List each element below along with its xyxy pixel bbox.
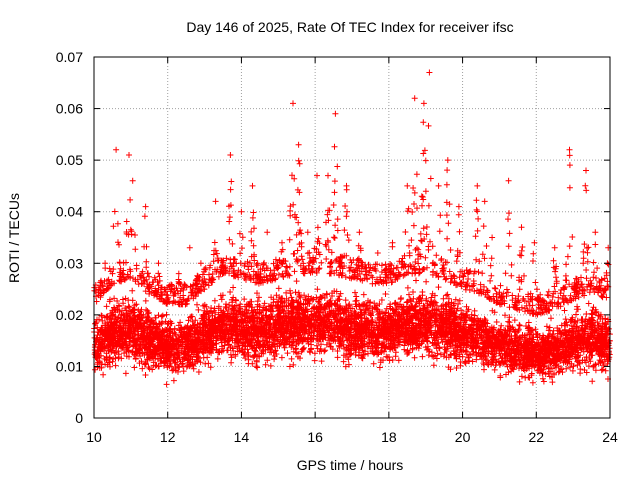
x-tick-label: 18 [381,429,397,445]
x-tick-label: 14 [234,429,250,445]
y-axis-label: ROTI / TECUs [6,193,22,283]
data-point-markers [91,69,613,388]
data-series-roti [91,69,613,388]
x-tick-label: 16 [307,429,323,445]
x-tick-label: 22 [528,429,544,445]
x-tick-label: 24 [602,429,618,445]
y-tick-label: 0.07 [56,49,83,65]
x-axis-label: GPS time / hours [297,457,404,473]
chart-title: Day 146 of 2025, Rate Of TEC Index for r… [186,19,513,35]
y-tick-label: 0.06 [56,101,83,117]
y-tick-label: 0 [75,410,83,426]
y-tick-label: 0.01 [56,358,83,374]
x-tick-label: 12 [160,429,176,445]
y-tick-label: 0.04 [56,204,83,220]
x-tick-label: 20 [455,429,471,445]
y-tick-label: 0.02 [56,307,83,323]
plot-frame [93,56,611,419]
y-tick-label: 0.03 [56,255,83,271]
y-axis: 0 0.01 0.02 0.03 0.04 0.05 0.06 0.07 [56,49,610,426]
x-axis: 10 12 14 16 18 20 22 24 [86,57,618,445]
x-tick-label: 10 [86,429,102,445]
y-tick-label: 0.05 [56,152,83,168]
